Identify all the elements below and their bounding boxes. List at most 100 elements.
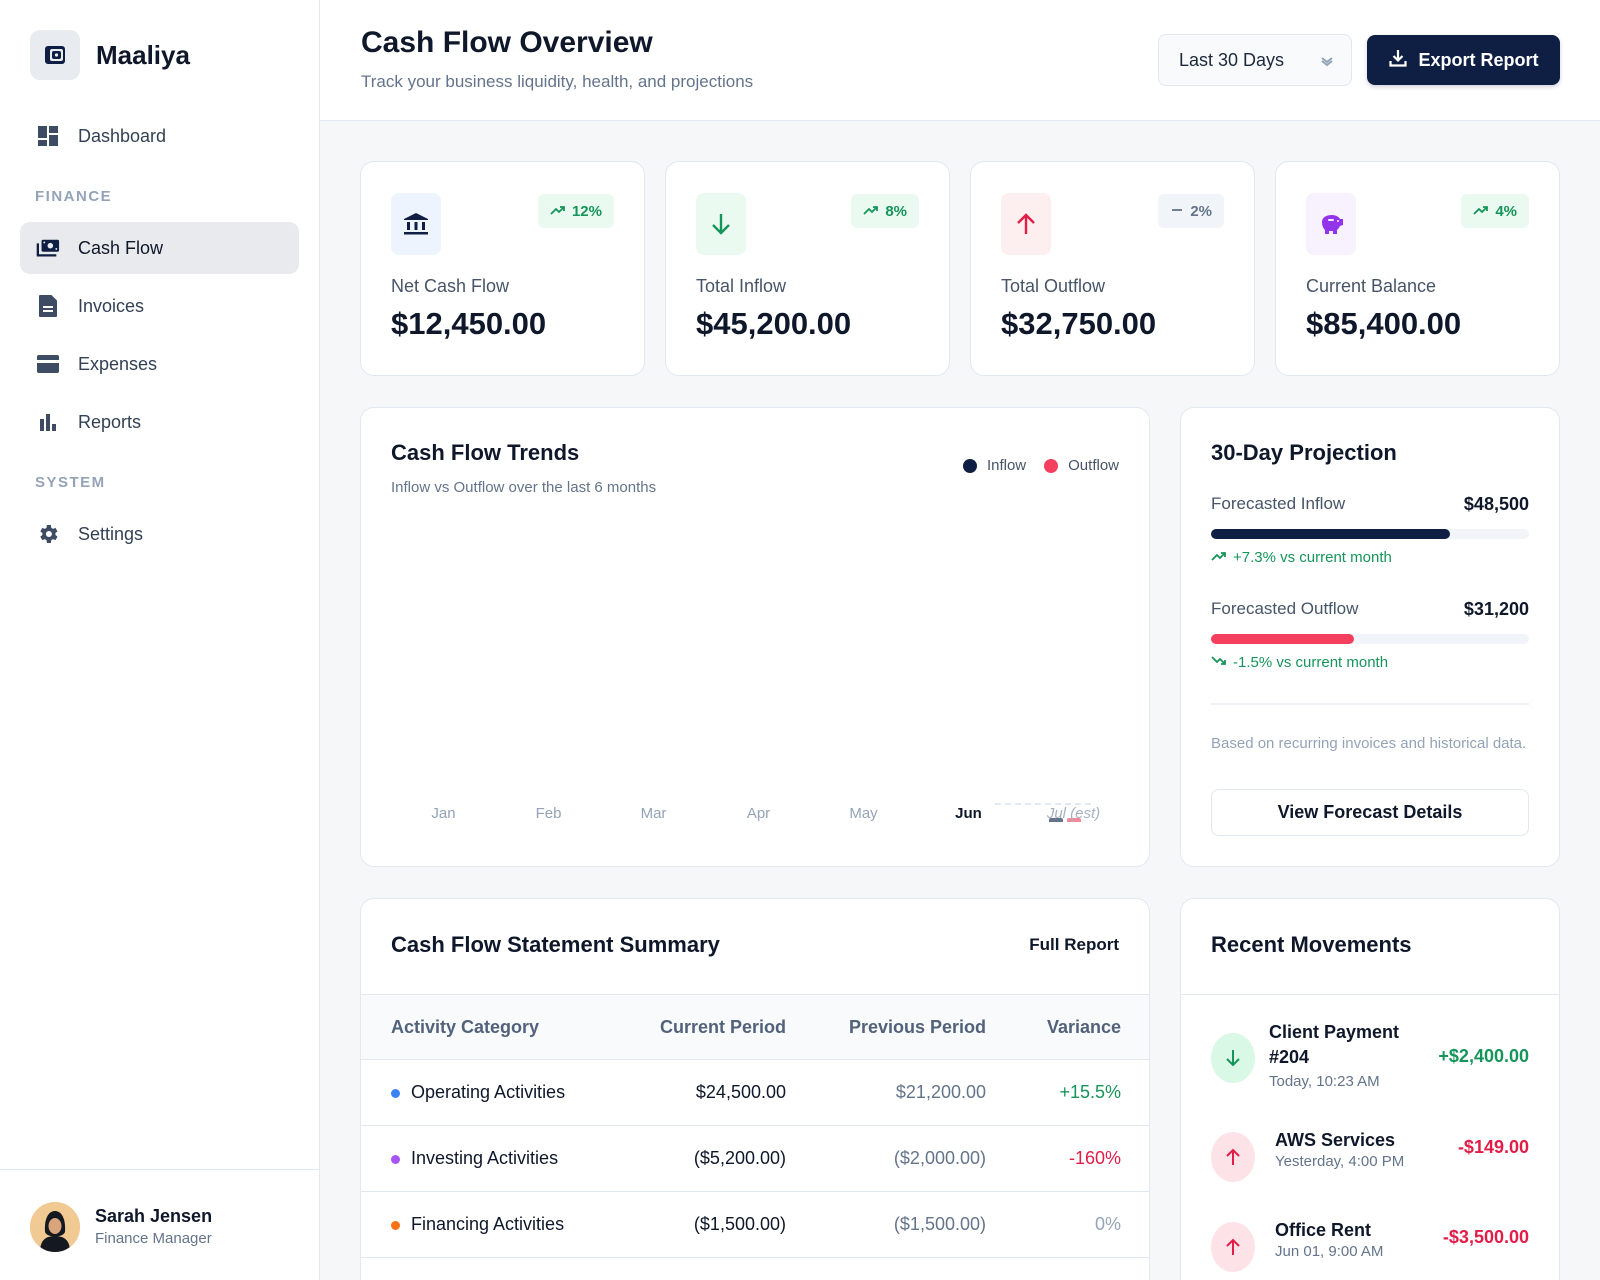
legend-inflow: Inflow	[962, 457, 1026, 474]
cell-previous: ($1,500.00)	[893, 1214, 986, 1234]
movement-title: AWS Services	[1275, 1130, 1396, 1150]
cell-variance: 0%	[1094, 1214, 1121, 1234]
cell-current: ($5,200.00)	[693, 1148, 786, 1168]
cell-previous: $21,200.00	[895, 1082, 986, 1102]
table-row[interactable]: Investing Activities ($5,200.00) ($2,000…	[361, 1126, 1149, 1192]
full-report-link[interactable]: Full Report	[1029, 935, 1119, 954]
date-range-select[interactable]: Last 30 Days	[1158, 34, 1352, 86]
stat-value: $85,400.00	[1306, 306, 1462, 341]
wallet-icon	[30, 30, 80, 80]
outflow-dot-icon	[1044, 458, 1059, 473]
cell-current: $24,500.00	[695, 1082, 786, 1102]
trending-up-icon	[863, 203, 879, 220]
column-header[interactable]: Variance	[1046, 1017, 1121, 1037]
divider	[1181, 994, 1559, 995]
cell-previous: ($2,000.00)	[893, 1148, 986, 1168]
chart-subtitle: Inflow vs Outflow over the last 6 months	[391, 479, 657, 496]
bar-chart-icon	[36, 410, 60, 434]
table-header: Activity Category Current Period Previou…	[361, 994, 1149, 1060]
dashboard-icon	[36, 124, 60, 148]
sidebar-item-invoices[interactable]: Invoices	[20, 280, 299, 332]
forecast-inflow-fill	[1211, 529, 1450, 539]
sidebar-item-settings[interactable]: Settings	[20, 508, 299, 560]
stat-card-net-cash-flow: 12% Net Cash Flow $12,450.00	[360, 161, 645, 376]
chevron-down-icon	[1319, 51, 1335, 76]
sidebar-item-label: Settings	[78, 523, 144, 544]
brand[interactable]: Maaliya	[30, 30, 190, 80]
trending-up-icon	[550, 203, 566, 220]
recent-movements-card: Recent Movements Client Payment #204 Tod…	[1180, 898, 1560, 1280]
trend-badge: 8%	[851, 194, 919, 228]
bar-inflow-jul-est[interactable]	[1049, 818, 1063, 822]
x-label-estimate: Jul (est)	[1046, 805, 1101, 822]
export-report-label: Export Report	[1418, 49, 1539, 70]
sidebar-item-reports[interactable]: Reports	[20, 396, 299, 448]
document-icon	[36, 294, 60, 318]
stat-label: Total Outflow	[1001, 276, 1106, 296]
projection-note: Based on recurring invoices and historic…	[1211, 735, 1527, 752]
user-profile[interactable]: Sarah Jensen Finance Manager	[0, 1169, 319, 1280]
sidebar-item-label: Invoices	[78, 295, 145, 316]
divider	[1211, 703, 1529, 705]
table-row[interactable]: Financing Activities ($1,500.00) ($1,500…	[361, 1192, 1149, 1258]
sidebar-item-dashboard[interactable]: Dashboard	[20, 110, 299, 162]
sidebar-item-label: Cash Flow	[78, 237, 164, 258]
trending-down-icon	[1211, 654, 1227, 671]
movement-title: Office Rent	[1275, 1220, 1372, 1240]
stat-card-current-balance: 4% Current Balance $85,400.00	[1275, 161, 1560, 376]
trend-badge: 2%	[1158, 194, 1224, 228]
arrow-up-icon	[1211, 1132, 1255, 1182]
projection-card: 30-Day Projection Forecasted Inflow $48,…	[1180, 407, 1560, 867]
arrow-down-icon	[1211, 1033, 1255, 1083]
stat-label: Total Inflow	[696, 276, 787, 296]
cell-category: Investing Activities	[411, 1148, 559, 1168]
sidebar-item-cash-flow[interactable]: Cash Flow	[20, 222, 299, 274]
projection-title: 30-Day Projection	[1211, 440, 1397, 465]
page-subtitle: Track your business liquidity, health, a…	[361, 72, 754, 91]
movement-amount: +$2,400.00	[1438, 1046, 1529, 1066]
view-forecast-details-button[interactable]: View Forecast Details	[1211, 789, 1529, 836]
estimate-baseline	[995, 803, 1091, 805]
x-label: Mar	[640, 805, 667, 822]
cell-current: ($1,500.00)	[693, 1214, 786, 1234]
cash-flow-trends-card: Cash Flow Trends Inflow vs Outflow over …	[360, 407, 1150, 867]
avatar	[30, 1202, 80, 1252]
forecast-inflow-value: $48,500	[1463, 494, 1529, 514]
trend-badge: 4%	[1461, 194, 1529, 228]
movement-time: Yesterday, 4:00 PM	[1275, 1153, 1405, 1170]
table-row[interactable]: Operating Activities $24,500.00 $21,200.…	[361, 1060, 1149, 1126]
bar-outflow-jul-est[interactable]	[1067, 818, 1081, 822]
column-header[interactable]: Previous Period	[848, 1017, 986, 1037]
forecast-outflow-label: Forecasted Outflow	[1211, 599, 1359, 618]
stat-value: $12,450.00	[391, 306, 547, 341]
arrow-down-icon	[696, 193, 746, 255]
sidebar-item-label: Reports	[78, 411, 142, 432]
minus-icon	[1170, 203, 1184, 220]
export-report-button[interactable]: Export Report	[1367, 35, 1560, 85]
column-header[interactable]: Activity Category	[391, 1017, 540, 1037]
forecast-inflow-label: Forecasted Inflow	[1211, 494, 1346, 513]
stat-label: Current Balance	[1306, 276, 1437, 296]
forecast-outflow-delta: -1.5% vs current month	[1211, 654, 1388, 671]
x-label: May	[849, 805, 878, 822]
cell-category: Financing Activities	[411, 1214, 565, 1234]
stat-value: $32,750.00	[1001, 306, 1157, 341]
cell-variance: -160%	[1068, 1148, 1121, 1168]
chart-title: Cash Flow Trends	[391, 440, 580, 465]
date-range-value: Last 30 Days	[1179, 49, 1285, 70]
sidebar-item-expenses[interactable]: Expenses	[20, 338, 299, 390]
forecast-outflow-fill	[1211, 634, 1355, 644]
user-role: Finance Manager	[95, 1230, 212, 1247]
stat-card-total-outflow: 2% Total Outflow $32,750.00	[970, 161, 1255, 376]
column-header[interactable]: Current Period	[659, 1017, 786, 1037]
brand-name: Maaliya	[96, 39, 190, 70]
piggy-bank-icon	[1306, 193, 1356, 255]
cell-variance: +15.5%	[1059, 1082, 1121, 1102]
x-label: Apr	[746, 805, 771, 822]
chart-legend: Inflow Outflow	[945, 457, 1119, 474]
category-dot-icon	[391, 1221, 400, 1230]
movement-amount: -$3,500.00	[1442, 1227, 1529, 1247]
x-label-current: Jun	[955, 805, 982, 822]
x-axis: Jan Feb Mar Apr May Jun Jul (est)	[391, 805, 1126, 829]
chart-plot-area	[391, 528, 1121, 822]
